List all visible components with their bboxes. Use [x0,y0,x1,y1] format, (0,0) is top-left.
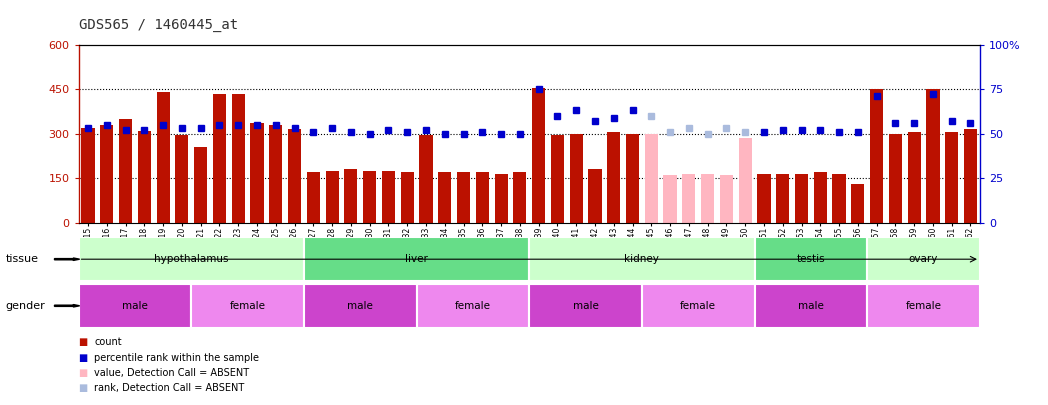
Bar [926,89,939,223]
Bar [701,174,714,223]
Bar [529,284,641,328]
Bar [326,171,339,223]
Bar [663,175,677,223]
Bar [514,172,526,223]
Bar [400,172,414,223]
Text: female: female [905,301,941,311]
Bar [551,135,564,223]
Bar [588,169,602,223]
Bar [607,132,620,223]
Bar [832,174,846,223]
Bar [813,172,827,223]
Text: ■: ■ [79,337,88,347]
Bar [851,184,865,223]
Bar [777,174,789,223]
Bar [532,87,545,223]
Text: hypothalamus: hypothalamus [154,254,228,264]
Bar [529,237,755,281]
Bar [868,237,980,281]
Bar [79,284,191,328]
Bar [345,169,357,223]
Text: ■: ■ [79,384,88,393]
Bar [381,171,395,223]
Bar [870,89,883,223]
Text: ovary: ovary [909,254,938,264]
Bar [419,135,433,223]
Text: male: male [572,301,598,311]
Text: testis: testis [796,254,825,264]
Bar [457,172,471,223]
Bar [570,134,583,223]
Text: female: female [680,301,716,311]
Bar [755,237,868,281]
Text: count: count [94,337,122,347]
Bar [908,132,921,223]
Bar [82,128,94,223]
Bar [232,94,245,223]
Bar [758,174,770,223]
Text: ■: ■ [79,368,88,378]
Bar [739,138,751,223]
Bar [175,135,189,223]
Bar [137,131,151,223]
Text: percentile rank within the sample: percentile rank within the sample [94,353,259,362]
Bar [363,171,376,223]
Bar [269,125,282,223]
Text: kidney: kidney [625,254,659,264]
Bar [645,134,658,223]
Text: male: male [798,301,824,311]
Text: male: male [122,301,148,311]
Bar [250,123,263,223]
Text: male: male [347,301,373,311]
Text: gender: gender [5,301,45,311]
Bar [191,284,304,328]
Bar [194,147,208,223]
Bar [119,119,132,223]
Bar [720,175,733,223]
Bar [964,129,977,223]
Bar [682,174,696,223]
Bar [288,129,301,223]
Bar [795,174,808,223]
Text: GDS565 / 1460445_at: GDS565 / 1460445_at [79,18,238,32]
Bar [945,132,958,223]
Text: female: female [230,301,265,311]
Bar [889,134,902,223]
Bar [79,237,304,281]
Bar [476,172,488,223]
Text: female: female [455,301,490,311]
Text: liver: liver [406,254,428,264]
Bar [868,284,980,328]
Text: rank, Detection Call = ABSENT: rank, Detection Call = ABSENT [94,384,244,393]
Text: ■: ■ [79,353,88,362]
Text: value, Detection Call = ABSENT: value, Detection Call = ABSENT [94,368,249,378]
Bar [641,284,755,328]
Bar [101,125,113,223]
Bar [438,172,452,223]
Bar [304,284,417,328]
Bar [626,134,639,223]
Bar [417,284,529,328]
Bar [156,92,170,223]
Bar [213,94,226,223]
Text: tissue: tissue [5,254,38,264]
Bar [755,284,868,328]
Bar [307,172,320,223]
Bar [495,174,507,223]
Bar [304,237,529,281]
